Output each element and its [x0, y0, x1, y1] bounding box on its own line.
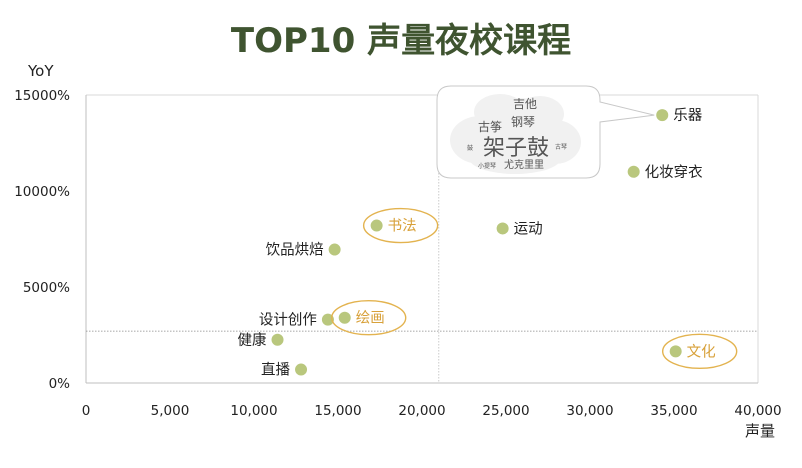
- word-cloud-word: 钢琴: [511, 115, 535, 129]
- x-tick-label: 30,000: [566, 403, 613, 419]
- word-cloud-word: 吉他: [513, 97, 537, 111]
- x-axis-title: 声量: [745, 422, 775, 440]
- x-tick-label: 20,000: [398, 403, 445, 419]
- data-point: [338, 311, 351, 324]
- x-tick-label: 25,000: [482, 403, 529, 419]
- highlight-ring: [661, 333, 738, 370]
- data-point: [669, 345, 682, 358]
- x-tick-label: 35,000: [650, 403, 697, 419]
- x-tick-label: 0: [82, 403, 91, 419]
- word-cloud-word: 架子鼓: [483, 136, 549, 161]
- x-tick-label: 10,000: [230, 403, 277, 419]
- plot-area: 0 5,000 10,000 15,000 20,000 25,000 30,000 35,0…: [14, 85, 782, 419]
- data-point-label: 饮品烘焙: [266, 242, 324, 259]
- highlight-ring: [362, 207, 439, 244]
- word-cloud-word: 鼓: [467, 144, 473, 152]
- chart-title: TOP10 声量夜校课程: [231, 21, 571, 61]
- data-point: [656, 109, 669, 122]
- data-point: [321, 313, 334, 326]
- data-point-label: 文化: [687, 343, 716, 360]
- data-point: [627, 165, 640, 178]
- word-cloud-word: 古筝: [478, 119, 502, 134]
- data-point-label: 乐器: [673, 107, 702, 124]
- data-point: [328, 243, 341, 256]
- data-point-label: 运动: [514, 220, 543, 237]
- data-point-label: 绘画: [356, 310, 385, 327]
- x-tick-label: 5,000: [151, 403, 190, 419]
- data-point-label: 健康: [238, 332, 267, 349]
- word-cloud-word: 小提琴: [478, 162, 496, 170]
- word-cloud-blob: [469, 142, 561, 174]
- data-point: [295, 363, 308, 376]
- data-point-label: 设计创作: [259, 312, 317, 329]
- y-tick-label: 10000%: [14, 184, 70, 200]
- data-point: [496, 222, 509, 235]
- data-point-label: 化妆穿衣: [645, 164, 703, 181]
- y-axis-title: YoY: [27, 62, 54, 80]
- y-tick-label: 0%: [49, 376, 71, 392]
- y-tick-label: 15000%: [14, 88, 70, 104]
- x-tick-label: 40,000: [734, 403, 781, 419]
- data-point-label: 书法: [388, 218, 417, 235]
- word-cloud-word: 尤克里里: [504, 158, 544, 171]
- highlight-ring: [331, 300, 407, 336]
- data-point: [370, 219, 383, 232]
- data-point-label: 直播: [261, 362, 290, 379]
- word-cloud-blob: [474, 94, 526, 130]
- x-tick-label: 15,000: [314, 403, 361, 419]
- data-point: [271, 333, 284, 346]
- y-tick-label: 5000%: [23, 280, 70, 296]
- word-cloud-blob: [516, 96, 564, 132]
- word-cloud-word: 古琴: [555, 143, 567, 151]
